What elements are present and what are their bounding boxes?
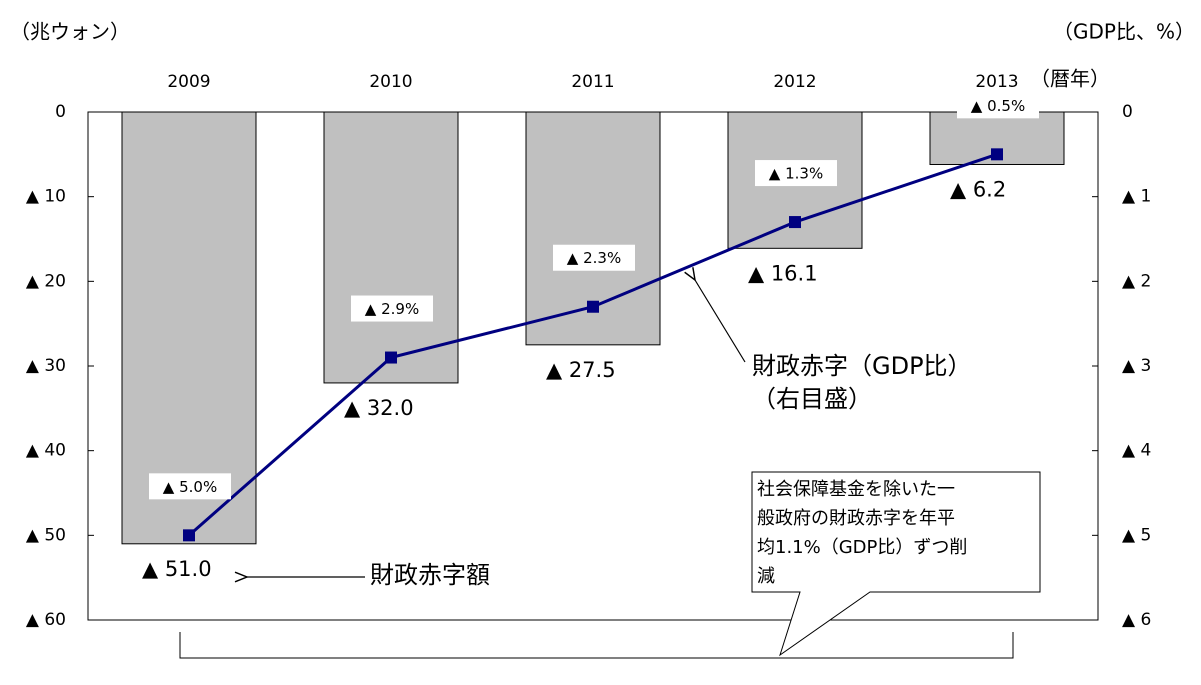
y-tick-label: ▲ 60 <box>26 610 66 630</box>
label-box <box>755 160 837 187</box>
callout-text: 均1.1%（GDP比）ずつ削 <box>757 537 967 558</box>
bracket <box>179 632 1014 659</box>
arrow <box>695 280 746 363</box>
bar-value-label: ▲ 16.1 <box>748 261 818 285</box>
x-tick-label: 2009 <box>167 72 210 92</box>
bar-value-label: ▲ 6.2 <box>950 177 1006 201</box>
callout-text: 減 <box>757 566 775 587</box>
line-annotation: 財政赤字（GDP比） <box>752 352 972 380</box>
callout-text: 般政府の財政赤字を年平 <box>757 508 955 529</box>
y2-axis-label: （GDP比、%） <box>1053 20 1195 44</box>
line-value-label: ▲ 2.9% <box>365 300 419 318</box>
label-box <box>149 473 231 500</box>
callout-box <box>751 471 1041 657</box>
y2-tick-label: ▲ 1 <box>1122 187 1151 207</box>
bar-annotation: 財政赤字額 <box>370 561 490 589</box>
bar <box>121 111 257 545</box>
y-tick-label: 0 <box>55 102 66 122</box>
line-marker <box>587 300 599 313</box>
y2-tick-label: ▲ 4 <box>1122 441 1151 461</box>
line-value-label: ▲ 2.3% <box>567 249 621 267</box>
x-tick-label: 2010 <box>369 72 412 92</box>
y-tick-label: ▲ 50 <box>26 525 66 545</box>
line-annotation: （右目盛） <box>752 385 872 413</box>
label-box <box>553 244 635 271</box>
y-tick-label: ▲ 30 <box>26 356 66 376</box>
callout-text: 社会保障基金を除いた一 <box>757 479 955 500</box>
y-tick-label: ▲ 10 <box>26 187 66 207</box>
bar <box>323 111 459 384</box>
line-value-label: ▲ 1.3% <box>769 165 823 183</box>
label-box <box>351 295 433 322</box>
bar-value-label: ▲ 51.0 <box>142 557 212 581</box>
line-value-label: ▲ 5.0% <box>163 478 217 496</box>
y2-tick-label: ▲ 5 <box>1122 525 1151 545</box>
label-box <box>957 92 1039 119</box>
y2-tick-label: 0 <box>1122 102 1133 122</box>
x-unit: （暦年） <box>1030 67 1110 91</box>
x-tick-label: 2012 <box>773 72 816 92</box>
bar-value-label: ▲ 32.0 <box>344 396 414 420</box>
plot: 0 ▲ 10 ▲ 20 ▲ 30 ▲ 40 ▲ 50 ▲ 60 0 ▲ 1 ▲ 2 ▲ 3 ▲ 4 ▲ … <box>26 72 1151 630</box>
bar-value-label: ▲ 27.5 <box>546 358 616 382</box>
y2-tick-label: ▲ 3 <box>1122 356 1151 376</box>
line-marker <box>183 529 195 542</box>
line-value-label: ▲ 0.5% <box>971 97 1025 115</box>
line-marker <box>991 148 1003 161</box>
line-marker <box>385 351 397 364</box>
line-marker <box>789 216 801 229</box>
y-tick-label: ▲ 40 <box>26 441 66 461</box>
y2-tick-label: ▲ 6 <box>1122 610 1151 630</box>
y2-tick-label: ▲ 2 <box>1122 271 1151 291</box>
x-tick-label: 2011 <box>571 72 614 92</box>
x-tick-label: 2013 <box>975 72 1018 92</box>
y-tick-label: ▲ 20 <box>26 271 66 291</box>
y-axis-label: （兆ウォン） <box>10 20 130 44</box>
